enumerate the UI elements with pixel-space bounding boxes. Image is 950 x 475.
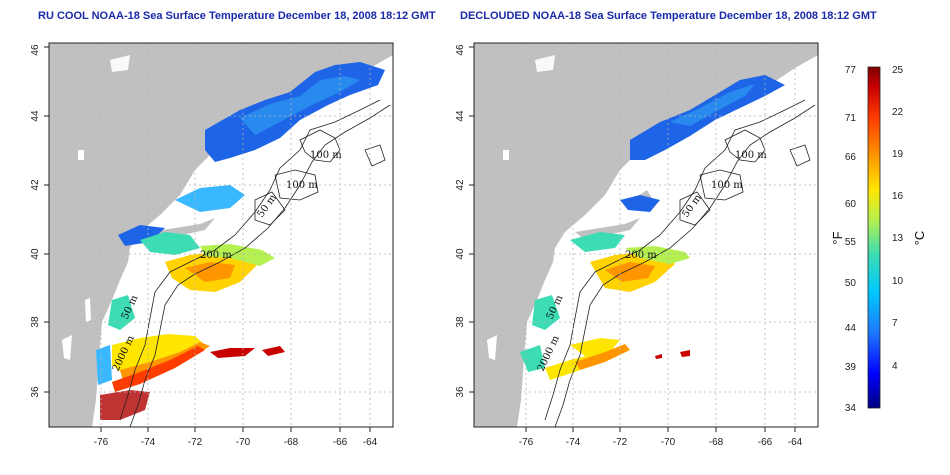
y-tick-label: 42 bbox=[30, 179, 41, 191]
x-tick-label: -74 bbox=[566, 437, 581, 448]
title-left: RU COOL NOAA-18 Sea Surface Temperature … bbox=[38, 10, 436, 22]
y-tick-label: 42 bbox=[455, 179, 466, 191]
y-tick-label: 36 bbox=[455, 386, 466, 398]
y-tick-label: 38 bbox=[30, 316, 41, 328]
y-tick-label: 44 bbox=[30, 110, 41, 122]
contour-label-100m-b: 100 m bbox=[711, 180, 743, 191]
y-tick-label: 44 bbox=[455, 110, 466, 122]
y-tick-label: 38 bbox=[455, 316, 466, 328]
colorbar-celsius-ticks: 25 22 19 16 13 10 7 4 bbox=[892, 65, 904, 372]
c-tick: 4 bbox=[892, 361, 898, 372]
grid-lines bbox=[49, 43, 393, 427]
x-tick-label: -76 bbox=[519, 437, 534, 448]
map-panel-right: 100 m 100 m 50 m 200 m 50 m 2000 m -76 -… bbox=[455, 42, 819, 448]
f-tick: 60 bbox=[845, 199, 857, 210]
map-panel-left: 100 m 100 m 50 m 200 m 50 m 2000 m -76 -… bbox=[30, 42, 394, 448]
y-tick-label: 46 bbox=[30, 44, 41, 56]
x-tick-label: -72 bbox=[188, 437, 203, 448]
colorbar-gradient bbox=[867, 66, 881, 409]
x-tick-label: -64 bbox=[363, 437, 378, 448]
f-tick: 44 bbox=[845, 323, 857, 334]
f-tick: 34 bbox=[845, 403, 857, 414]
f-tick: 66 bbox=[845, 152, 857, 163]
y-tick-label: 40 bbox=[455, 248, 466, 260]
fahrenheit-unit-label: °F bbox=[830, 231, 845, 244]
bathymetry-contours bbox=[544, 99, 816, 427]
c-tick: 13 bbox=[892, 233, 904, 244]
land-mass bbox=[49, 43, 393, 427]
bathymetry-contours bbox=[119, 99, 391, 427]
x-axis-right: -76 -74 -72 -70 -68 -66 -64 bbox=[519, 427, 803, 448]
y-axis-right: 36 38 40 42 44 46 bbox=[455, 44, 474, 398]
title-right: DECLOUDED NOAA-18 Sea Surface Temperatur… bbox=[460, 10, 877, 22]
x-tick-label: -70 bbox=[236, 437, 251, 448]
y-tick-label: 46 bbox=[455, 44, 466, 56]
colorbar: 77 71 66 60 55 50 44 39 34 25 22 19 16 1… bbox=[830, 65, 927, 414]
c-tick: 19 bbox=[892, 149, 904, 160]
x-tick-label: -74 bbox=[141, 437, 156, 448]
x-tick-label: -68 bbox=[709, 437, 724, 448]
f-tick: 55 bbox=[845, 237, 857, 248]
x-tick-label: -66 bbox=[333, 437, 348, 448]
contour-label-100m-a: 100 m bbox=[735, 150, 767, 161]
f-tick: 50 bbox=[845, 278, 857, 289]
c-tick: 10 bbox=[892, 276, 904, 287]
f-tick: 39 bbox=[845, 362, 857, 373]
x-tick-label: -72 bbox=[613, 437, 628, 448]
c-tick: 16 bbox=[892, 191, 904, 202]
colorbar-fahrenheit-ticks: 77 71 66 60 55 50 44 39 34 bbox=[845, 65, 857, 414]
contour-label-100m-a: 100 m bbox=[310, 150, 342, 161]
x-tick-label: -66 bbox=[758, 437, 773, 448]
f-tick: 77 bbox=[845, 65, 857, 76]
c-tick: 25 bbox=[892, 65, 904, 76]
contour-label-200m: 200 m bbox=[200, 250, 232, 261]
contour-label-100m-b: 100 m bbox=[286, 180, 318, 191]
y-axis-left: 36 38 40 42 44 46 bbox=[30, 44, 49, 398]
x-tick-label: -70 bbox=[661, 437, 676, 448]
y-tick-label: 40 bbox=[30, 248, 41, 260]
x-axis-left: -76 -74 -72 -70 -68 -66 -64 bbox=[94, 427, 378, 448]
contour-label-200m: 200 m bbox=[625, 250, 657, 261]
c-tick: 7 bbox=[892, 318, 898, 329]
f-tick: 71 bbox=[845, 113, 857, 124]
celsius-unit-label: °C bbox=[912, 231, 927, 246]
x-tick-label: -64 bbox=[788, 437, 803, 448]
land-mass bbox=[474, 43, 818, 427]
grid-lines bbox=[474, 43, 818, 427]
x-tick-label: -76 bbox=[94, 437, 109, 448]
y-tick-label: 36 bbox=[30, 386, 41, 398]
x-tick-label: -68 bbox=[284, 437, 299, 448]
c-tick: 22 bbox=[892, 107, 904, 118]
